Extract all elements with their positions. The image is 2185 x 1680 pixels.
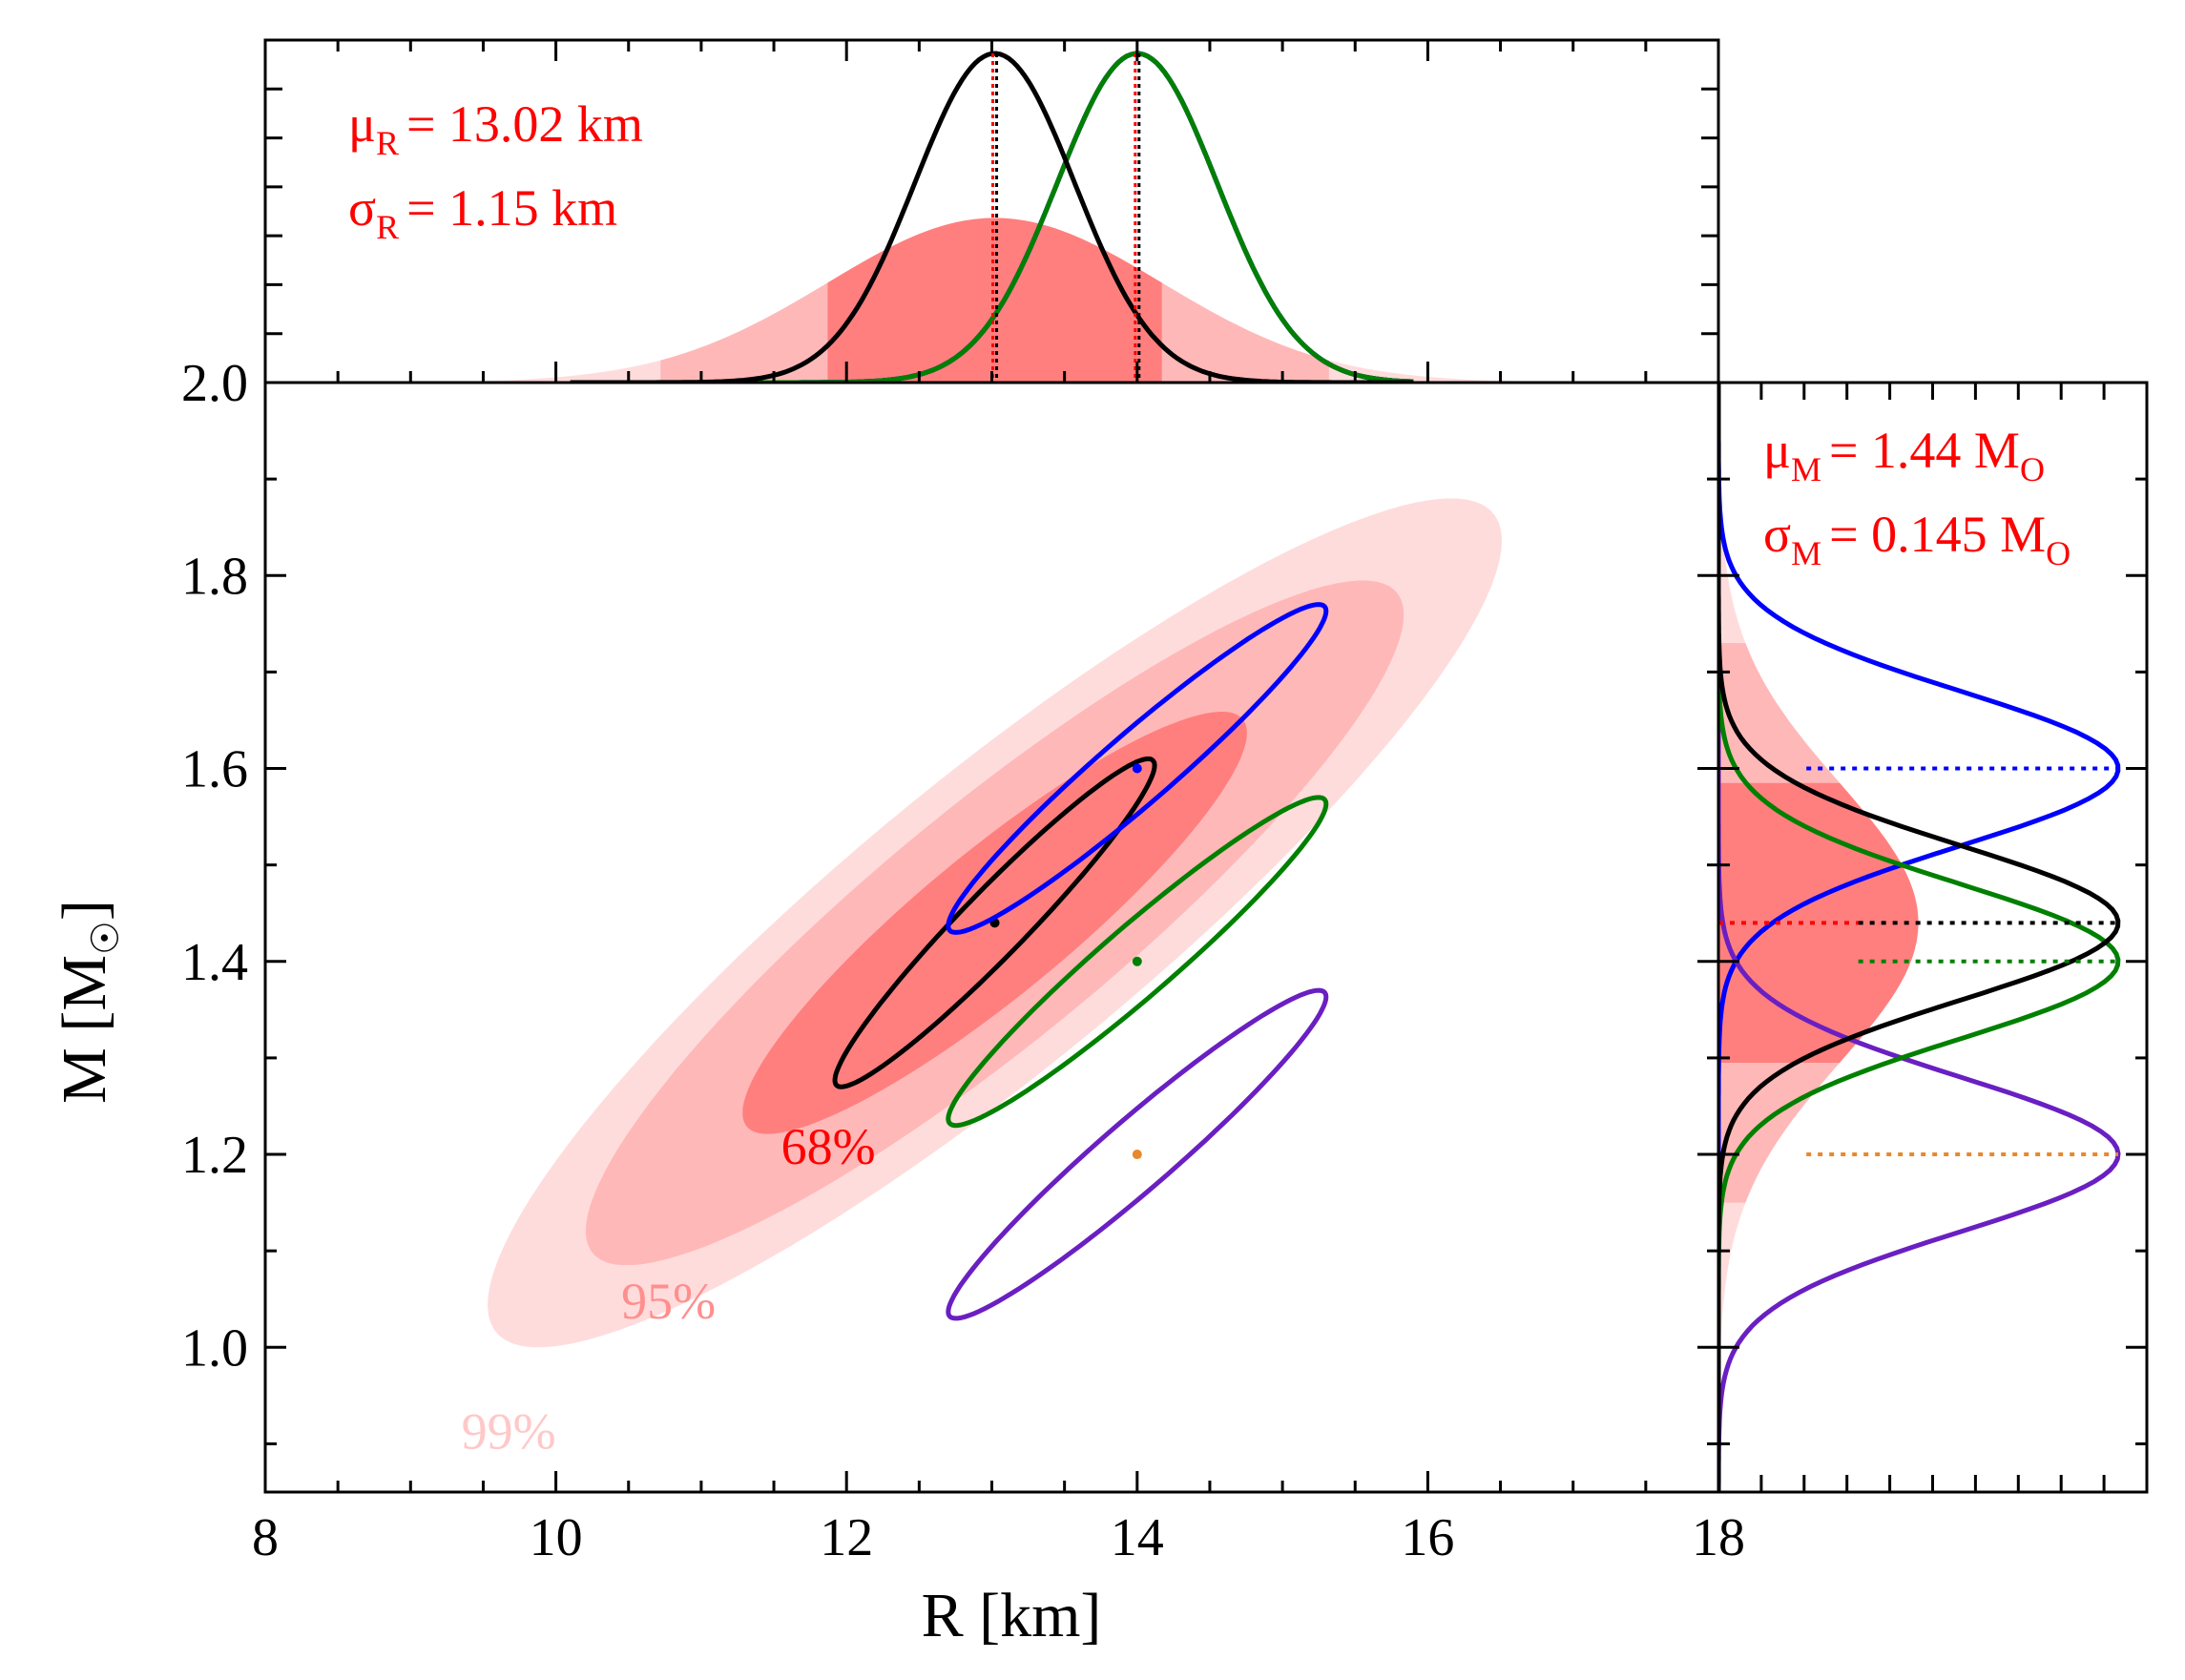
x-tick-label: 10 <box>530 1508 583 1567</box>
right-curve-black <box>1718 383 2121 1492</box>
y-tick-label: 1.0 <box>181 1318 248 1378</box>
y-axis-label-group: M [M☉] <box>50 900 127 1104</box>
source-green-point <box>1132 956 1142 966</box>
right-curve-green <box>1718 383 2121 1492</box>
y-tick-label: 1.4 <box>181 933 248 992</box>
source-green-ellipse <box>946 795 1329 1129</box>
top-band-68 <box>827 218 1162 383</box>
x-tick-label: 12 <box>820 1508 873 1567</box>
x-tick-label: 8 <box>252 1508 279 1567</box>
y-tick-label: 2.0 <box>181 354 248 413</box>
y-tick-label: 1.6 <box>181 740 248 799</box>
mu-m-annotation: μM = 1.44 MO <box>1763 422 2045 488</box>
source-ellipses <box>832 602 1329 1321</box>
sigma-r-annotation: σR = 1.15 km <box>348 179 617 246</box>
right-curve-blue <box>1718 383 2121 1492</box>
top-curve-green <box>570 51 1414 383</box>
region-label-99pct: 99% <box>462 1402 556 1460</box>
x-tick-label: 18 <box>1692 1508 1745 1567</box>
source-blue-point <box>1132 763 1142 774</box>
x-axis-label: R [km] <box>922 1581 1102 1650</box>
source-purple-point <box>1132 1150 1142 1160</box>
sigma-m-annotation: σM = 0.145 MO <box>1763 506 2071 572</box>
y-tick-label: 1.2 <box>181 1126 248 1185</box>
x-tick-label: 14 <box>1111 1508 1164 1567</box>
right-band-68 <box>1718 782 1919 1063</box>
right-marginal-mass <box>1718 383 2121 1492</box>
ticks: 8 10 12 14 16 18 1.0 1.2 1.4 1.6 1.8 2.0 <box>181 38 2147 1567</box>
y-tick-label: 1.8 <box>181 547 248 606</box>
x-tick-label: 16 <box>1401 1508 1454 1567</box>
source-purple-ellipse <box>946 987 1329 1321</box>
top-marginal-radius <box>409 51 1580 383</box>
right-curve-purple <box>1718 383 2121 1492</box>
mu-r-annotation: μR = 13.02 km <box>348 95 643 162</box>
region-label-95pct: 95% <box>621 1273 716 1330</box>
y-axis-label: M [M☉] <box>50 900 127 1104</box>
source-black-ellipse <box>832 756 1157 1089</box>
region-label-68pct: 68% <box>781 1118 876 1175</box>
source-blue-ellipse <box>946 602 1329 935</box>
y-axis-sun-symbol: ☉ <box>84 921 127 955</box>
